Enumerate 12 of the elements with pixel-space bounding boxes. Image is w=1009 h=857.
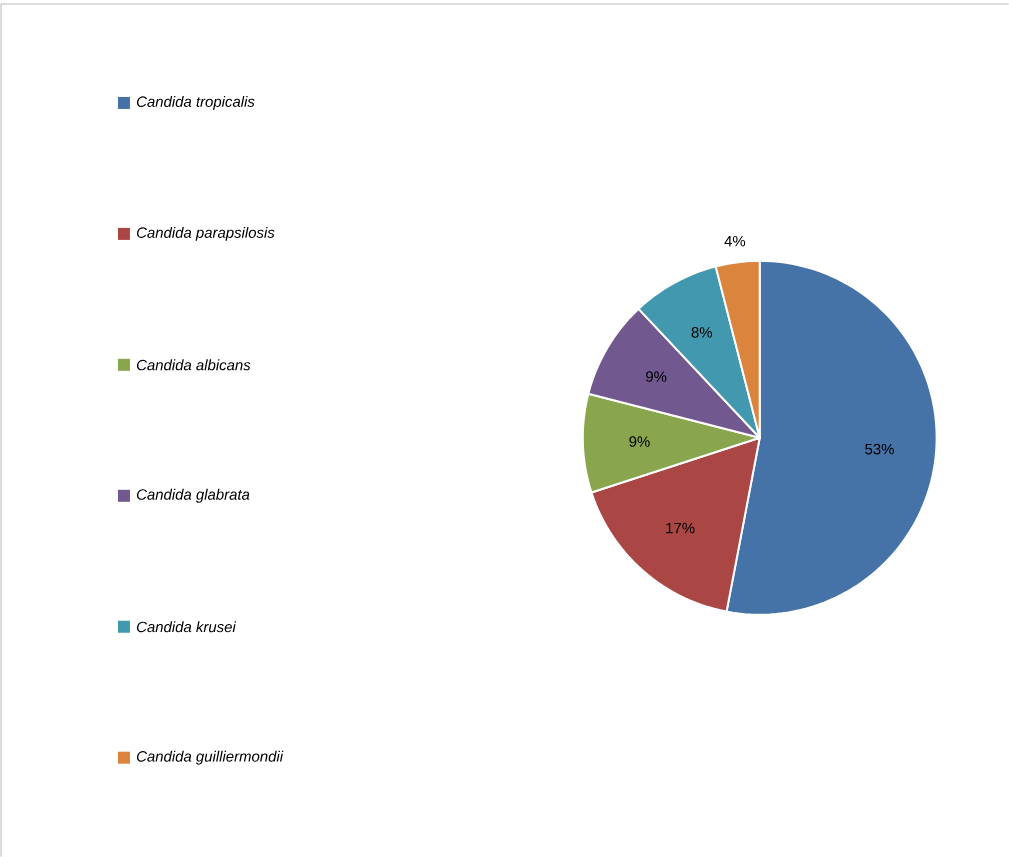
legend-label: Candida albicans bbox=[136, 359, 251, 371]
data-label: 9% bbox=[629, 436, 650, 447]
legend-label: Candida guilliermondii bbox=[136, 750, 284, 765]
legend-label: Candida glabrata bbox=[136, 488, 250, 503]
legend-label: Candida tropicalis bbox=[136, 95, 255, 110]
data-label: 17% bbox=[666, 522, 695, 534]
data-label: 8% bbox=[691, 327, 713, 338]
data-label: 53% bbox=[865, 443, 894, 455]
data-label: 4% bbox=[724, 235, 746, 247]
legend-label: Candida krusei bbox=[136, 621, 237, 633]
legend-label: Candida parapsilosis bbox=[136, 226, 275, 241]
data-label: 9% bbox=[646, 371, 667, 382]
